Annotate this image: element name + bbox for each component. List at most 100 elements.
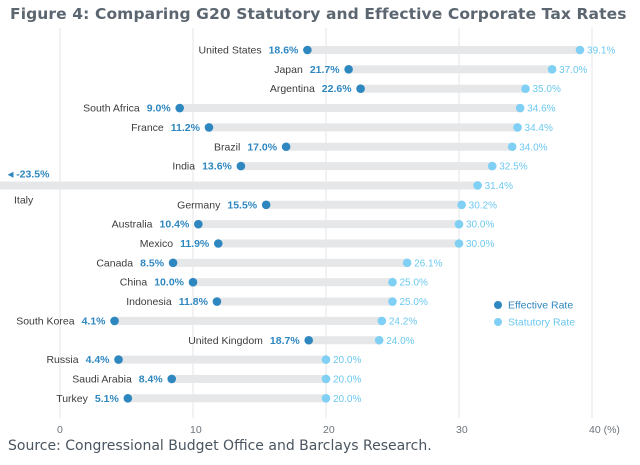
statutory-label-south-korea: 24.2% — [389, 316, 417, 327]
effective-label-brazil: 17.0% — [247, 141, 277, 153]
effective-label-russia: 4.4% — [86, 354, 111, 366]
statutory-label-argentina: 35.0% — [533, 84, 561, 95]
bar-canada — [173, 258, 408, 267]
statutory-point-china — [388, 277, 397, 287]
effective-label-japan: 21.7% — [310, 64, 340, 76]
statutory-point-united-kingdom — [374, 335, 384, 345]
effective-label-turkey: 5.1% — [95, 393, 120, 405]
statutory-point-germany — [457, 200, 466, 210]
statutory-label-china: 25.0% — [400, 278, 428, 289]
statutory-label-france: 34.4% — [525, 123, 553, 134]
effective-label-australia: 10.4% — [160, 219, 190, 231]
bar-russia — [118, 355, 327, 364]
statutory-label-united-states: 39.1% — [587, 46, 615, 57]
statutory-point-japan — [547, 65, 557, 74]
effective-point-japan — [344, 65, 353, 74]
statutory-label-germany: 30.2% — [469, 200, 497, 211]
category-label-france: France — [131, 122, 164, 134]
category-label-turkey: Turkey — [56, 393, 88, 405]
category-label-saudi-arabia: Saudi Arabia — [72, 373, 132, 385]
effective-label-united-kingdom: 18.7% — [270, 335, 300, 347]
statutory-point-australia — [454, 219, 464, 229]
bar-germany — [266, 200, 462, 209]
category-label-india: India — [172, 161, 195, 173]
statutory-label-russia: 20.0% — [333, 355, 361, 366]
category-label-russia: Russia — [46, 354, 78, 366]
effective-label-india: 13.6% — [202, 161, 232, 173]
effective-label-germany: 15.5% — [227, 199, 257, 211]
bar-united-kingdom — [308, 336, 380, 345]
effective-label-united-states: 18.6% — [269, 45, 299, 57]
effective-point-china — [188, 277, 198, 287]
bar-turkey — [127, 394, 326, 403]
effective-label-china: 10.0% — [154, 277, 184, 289]
category-label-canada: Canada — [96, 257, 133, 269]
category-labels: United States Japan Argentina South Africa F… — [14, 45, 315, 405]
statutory-label-mexico: 30.0% — [466, 239, 494, 250]
category-label-germany: Germany — [177, 199, 221, 211]
statutory-label-canada: 26.1% — [414, 258, 442, 269]
bar-brazil — [286, 142, 513, 151]
statutory-label-saudi-arabia: 20.0% — [333, 374, 361, 385]
bar-argentina — [360, 84, 526, 93]
effective-point-india — [236, 161, 246, 171]
bar-australia — [198, 220, 459, 229]
category-label-australia: Australia — [112, 219, 153, 231]
category-label-brazil: Brazil — [214, 141, 240, 153]
effective-label-argentina: 22.6% — [322, 83, 352, 95]
range-bars — [0, 46, 581, 403]
statutory-label-italy: 31.4% — [485, 181, 513, 192]
effective-point-brazil — [281, 142, 291, 152]
x-tick-label: 10 — [190, 424, 202, 436]
effective-point-united-kingdom — [304, 335, 314, 345]
effective-point-canada — [168, 258, 178, 268]
bar-mexico — [218, 239, 459, 248]
statutory-point-turkey — [321, 394, 331, 403]
effective-label-canada: 8.5% — [140, 257, 165, 269]
statutory-point-saudi-arabia — [321, 374, 331, 384]
statutory-label-australia: 30.0% — [466, 220, 494, 231]
effective-point-mexico — [213, 239, 223, 248]
category-label-united-kingdom: United Kingdom — [188, 335, 263, 347]
dot-chart: 39.1% 18.6% 37.0% 21.7% 35.0% 22.6% 34.6% 9.0% 3… — [0, 28, 620, 436]
statutory-label-turkey: 20.0% — [333, 394, 361, 405]
category-label-mexico: Mexico — [140, 238, 173, 250]
statutory-point-brazil — [507, 142, 517, 152]
effective-point-australia — [194, 219, 203, 229]
chart-title: Figure 4: Comparing G20 Statutory and Ef… — [10, 5, 627, 23]
x-tick-label: 40 (%) — [589, 424, 620, 436]
category-label-italy: Italy — [14, 194, 34, 206]
category-label-indonesia: Indonesia — [126, 296, 172, 308]
legend-marker-effective-rate — [494, 301, 502, 309]
effective-point-russia — [114, 355, 123, 364]
source-note: Source: Congressional Budget Office and … — [8, 438, 432, 454]
data-labels: 39.1% 18.6% 37.0% 21.7% 35.0% 22.6% 34.6% 9.0% 3… — [7, 45, 615, 405]
category-label-china: China — [120, 277, 148, 289]
effective-label-france: 11.2% — [171, 122, 201, 134]
statutory-label-india: 32.5% — [499, 162, 527, 173]
effective-point-turkey — [123, 394, 133, 403]
statutory-point-canada — [402, 258, 412, 268]
statutory-point-south-africa — [515, 103, 525, 113]
data-points — [110, 45, 585, 403]
statutory-point-france — [513, 123, 522, 132]
category-label-argentina: Argentina — [270, 83, 315, 95]
statutory-label-south-africa: 34.6% — [527, 104, 555, 115]
statutory-label-united-kingdom: 24.0% — [386, 336, 414, 347]
effective-label-indonesia: 11.8% — [179, 296, 209, 308]
x-tick-label: 0 — [57, 424, 63, 436]
statutory-point-italy — [473, 181, 482, 190]
bar-united-states — [307, 46, 581, 54]
category-label-united-states: United States — [199, 45, 262, 57]
bar-japan — [348, 65, 553, 74]
effective-point-argentina — [356, 84, 365, 93]
bar-south-africa — [179, 104, 521, 113]
x-tick-label: 20 — [323, 424, 335, 436]
statutory-point-india — [487, 161, 497, 171]
statutory-label-indonesia: 25.0% — [400, 297, 428, 308]
statutory-point-argentina — [521, 84, 530, 93]
bar-indonesia — [216, 297, 393, 306]
statutory-point-russia — [321, 355, 331, 364]
bar-china — [193, 278, 393, 287]
category-label-south-korea: South Korea — [16, 315, 75, 327]
